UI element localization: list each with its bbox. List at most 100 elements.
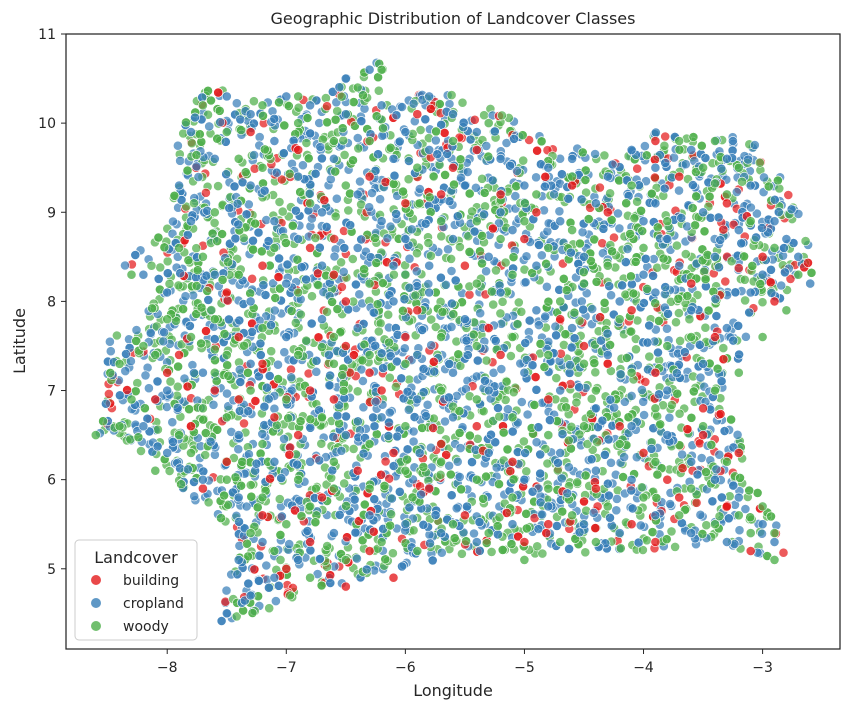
woody-point bbox=[630, 256, 641, 267]
cropland-point bbox=[269, 305, 280, 316]
woody-point bbox=[483, 151, 494, 162]
cropland-point bbox=[370, 340, 381, 351]
cropland-point bbox=[234, 405, 245, 416]
cropland-point bbox=[552, 521, 562, 531]
woody-point bbox=[287, 220, 298, 231]
cropland-point bbox=[189, 367, 199, 378]
cropland-point bbox=[175, 268, 186, 279]
woody-point bbox=[551, 373, 562, 383]
woody-point bbox=[468, 329, 479, 340]
cropland-point bbox=[180, 291, 191, 302]
cropland-point bbox=[292, 459, 303, 470]
cropland-point bbox=[650, 127, 661, 138]
woody-point bbox=[339, 149, 350, 160]
cropland-point bbox=[615, 369, 626, 380]
cropland-point bbox=[323, 349, 334, 360]
woody-point bbox=[688, 132, 699, 142]
cropland-point bbox=[659, 183, 670, 194]
woody-point bbox=[388, 178, 399, 189]
building-point bbox=[201, 326, 211, 336]
woody-point bbox=[295, 416, 306, 427]
cropland-point bbox=[644, 320, 655, 331]
woody-point bbox=[358, 90, 368, 101]
woody-point bbox=[440, 169, 450, 180]
building-point bbox=[715, 409, 726, 419]
cropland-point bbox=[255, 338, 266, 349]
cropland-point bbox=[233, 219, 244, 230]
woody-point bbox=[583, 214, 594, 224]
woody-point bbox=[448, 309, 459, 319]
woody-point bbox=[293, 102, 304, 113]
building-point bbox=[182, 381, 193, 392]
cropland-point bbox=[638, 396, 649, 407]
cropland-point bbox=[158, 336, 169, 347]
cropland-point bbox=[474, 545, 485, 556]
cropland-point bbox=[564, 462, 574, 473]
woody-point bbox=[673, 293, 684, 304]
cropland-point bbox=[282, 259, 293, 270]
woody-point bbox=[501, 376, 512, 387]
woody-point bbox=[191, 150, 202, 160]
cropland-point bbox=[462, 350, 473, 360]
woody-point bbox=[590, 367, 601, 378]
woody-point bbox=[701, 520, 712, 531]
woody-point bbox=[774, 183, 785, 194]
cropland-point bbox=[536, 250, 547, 261]
cropland-point bbox=[338, 266, 349, 277]
cropland-point bbox=[273, 359, 283, 370]
cropland-point bbox=[446, 321, 457, 332]
cropland-point bbox=[341, 411, 351, 422]
cropland-point bbox=[540, 311, 551, 322]
woody-point bbox=[496, 110, 507, 121]
woody-point bbox=[250, 218, 261, 229]
cropland-point bbox=[716, 163, 727, 174]
cropland-point bbox=[375, 194, 385, 205]
woody-point bbox=[605, 188, 615, 199]
woody-point bbox=[580, 547, 591, 558]
woody-point bbox=[307, 291, 317, 302]
woody-point bbox=[446, 253, 456, 264]
woody-point bbox=[217, 229, 227, 239]
cropland-point bbox=[531, 437, 542, 448]
woody-point bbox=[508, 252, 519, 262]
cropland-point bbox=[469, 226, 480, 237]
cropland-point bbox=[394, 486, 405, 497]
woody-point bbox=[165, 376, 176, 387]
woody-point bbox=[757, 297, 768, 308]
cropland-point bbox=[356, 116, 367, 126]
woody-point bbox=[599, 150, 610, 161]
building-point bbox=[265, 473, 275, 484]
woody-point bbox=[316, 438, 327, 449]
woody-point bbox=[699, 226, 710, 237]
cropland-point bbox=[531, 384, 542, 395]
cropland-point bbox=[369, 421, 380, 432]
woody-point bbox=[512, 319, 523, 330]
cropland-point bbox=[744, 307, 755, 318]
woody-point bbox=[580, 470, 591, 481]
woody-point bbox=[348, 155, 358, 166]
woody-point bbox=[322, 117, 332, 128]
woody-point bbox=[457, 97, 468, 108]
woody-point bbox=[336, 91, 347, 102]
cropland-point bbox=[522, 409, 533, 420]
cropland-point bbox=[204, 121, 215, 132]
cropland-point bbox=[253, 227, 264, 238]
woody-point bbox=[626, 326, 636, 337]
cropland-point bbox=[193, 172, 204, 182]
woody-point bbox=[277, 206, 288, 217]
cropland-point bbox=[734, 525, 745, 536]
cropland-point bbox=[430, 510, 441, 520]
woody-point bbox=[173, 280, 184, 291]
cropland-point bbox=[382, 233, 393, 244]
cropland-point bbox=[728, 335, 739, 346]
woody-point bbox=[641, 150, 652, 161]
woody-point bbox=[133, 432, 144, 443]
woody-point bbox=[423, 238, 434, 248]
woody-point bbox=[343, 205, 354, 216]
woody-point bbox=[295, 187, 306, 197]
cropland-point bbox=[472, 355, 483, 366]
cropland-point bbox=[565, 359, 575, 370]
cropland-point bbox=[208, 399, 219, 410]
woody-point bbox=[626, 271, 636, 282]
building-point bbox=[691, 497, 702, 508]
